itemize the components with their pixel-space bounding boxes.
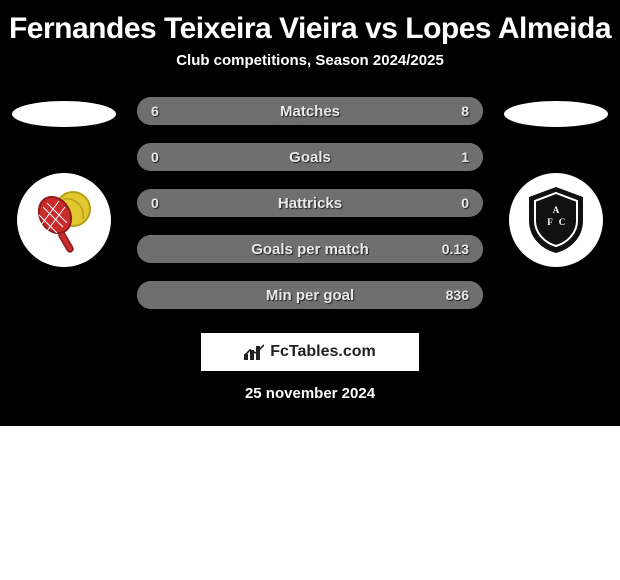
stat-value-left: 6 [151, 103, 159, 119]
stat-row: 0 1 Goals [137, 143, 483, 171]
right-player-col: A F C [501, 97, 611, 267]
left-player-col [9, 97, 119, 267]
main-row: 6 8 Matches 0 1 Goals 0 0 Hattricks 0.13 Goals per… [0, 97, 620, 309]
stat-row: 836 Min per goal [137, 281, 483, 309]
stat-label: Matches [280, 103, 340, 120]
stat-value-right: 836 [446, 287, 469, 303]
brand-text: FcTables.com [270, 343, 376, 361]
stat-label: Hattricks [278, 195, 342, 212]
stat-value-right: 0 [461, 195, 469, 211]
stat-row: 6 8 Matches [137, 97, 483, 125]
stat-value-right: 1 [461, 149, 469, 165]
right-player-avatar-placeholder [504, 101, 608, 127]
bar-chart-icon [244, 344, 266, 360]
racket-ball-icon [29, 185, 99, 255]
stat-value-right: 0.13 [442, 241, 469, 257]
right-team-crest: A F C [509, 173, 603, 267]
stat-label: Min per goal [266, 287, 354, 304]
brand-badge: FcTables.com [201, 333, 419, 371]
stat-row: 0 0 Hattricks [137, 189, 483, 217]
shield-icon: A F C [517, 181, 595, 259]
left-team-crest [17, 173, 111, 267]
svg-text:A: A [553, 205, 560, 215]
stat-value-left: 0 [151, 195, 159, 211]
svg-text:F: F [547, 217, 553, 227]
stats-column: 6 8 Matches 0 1 Goals 0 0 Hattricks 0.13 Goals per… [137, 97, 483, 309]
comparison-card: Fernandes Teixeira Vieira vs Lopes Almei… [0, 0, 620, 426]
date-line: 25 november 2024 [0, 385, 620, 402]
stat-value-right: 8 [461, 103, 469, 119]
subtitle: Club competitions, Season 2024/2025 [0, 52, 620, 97]
page-title: Fernandes Teixeira Vieira vs Lopes Almei… [0, 0, 620, 52]
stat-bar-left [137, 97, 286, 125]
stat-label: Goals per match [251, 241, 369, 258]
stat-value-left: 0 [151, 149, 159, 165]
stat-label: Goals [289, 149, 331, 166]
left-player-avatar-placeholder [12, 101, 116, 127]
svg-text:C: C [559, 217, 566, 227]
stat-row: 0.13 Goals per match [137, 235, 483, 263]
